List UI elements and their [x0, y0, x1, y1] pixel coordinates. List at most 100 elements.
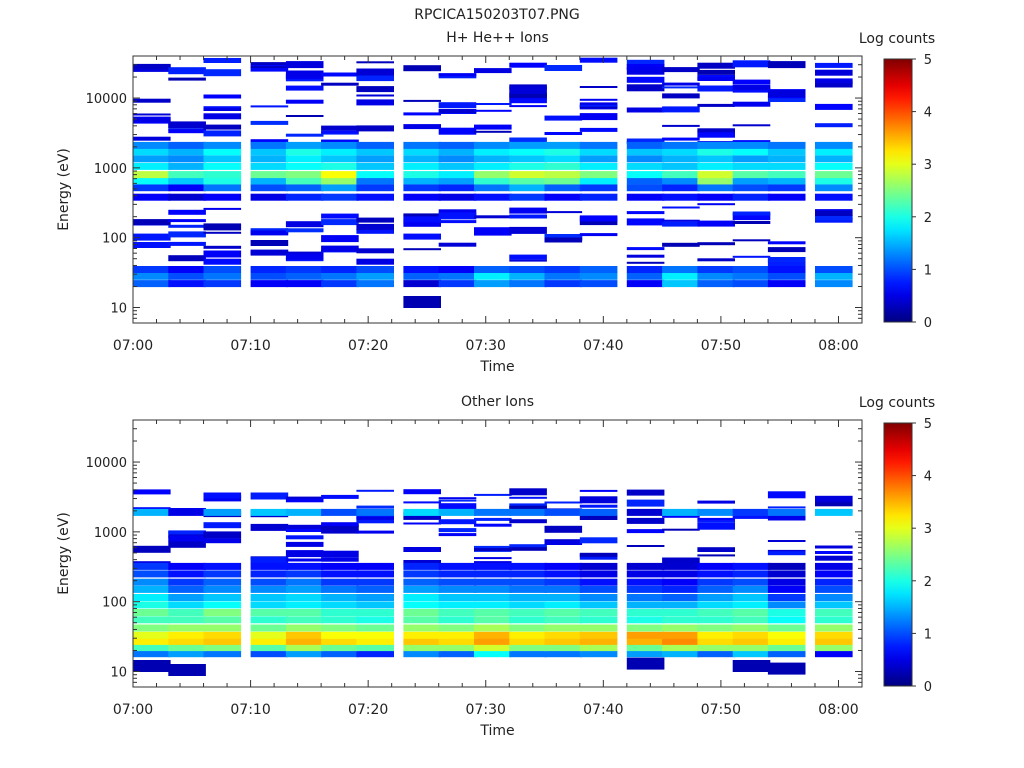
heat-cell	[767, 141, 806, 149]
sparse-cell	[356, 86, 394, 93]
sparse-cell	[815, 545, 853, 549]
heat-cell	[356, 585, 394, 593]
heat-cell	[321, 637, 359, 645]
heat-cell	[285, 148, 324, 156]
sparse-cell	[662, 137, 700, 141]
heat-cell	[509, 280, 547, 288]
sparse-cell	[321, 522, 359, 527]
x-tick-label: 07:10	[230, 338, 270, 354]
sparse-cell	[509, 259, 547, 262]
x-tick-label: 07:50	[701, 702, 741, 718]
sparse-cell	[285, 85, 324, 91]
heat-cell	[438, 266, 477, 273]
heat-cell	[474, 177, 512, 185]
heat-cell	[250, 266, 289, 273]
y-tick-label: 10	[110, 302, 127, 317]
sparse-cell	[697, 517, 735, 521]
heat-cell	[203, 594, 242, 601]
sparse-cell	[767, 551, 806, 556]
heat-cell	[815, 609, 853, 616]
heat-cell	[168, 266, 206, 273]
heat-cell	[626, 148, 665, 156]
sparse-cell	[815, 211, 853, 216]
sparse-cell	[203, 113, 242, 120]
sparse-cell	[626, 545, 665, 547]
heat-cell	[626, 266, 665, 273]
heat-cell	[815, 141, 853, 149]
heat-cell	[321, 272, 359, 280]
y-axis: 10 100 1000 10000	[86, 55, 862, 324]
heat-cell	[321, 266, 359, 273]
sparse-cell	[697, 547, 735, 550]
sparse-cell	[438, 127, 477, 135]
heat-cell	[203, 570, 242, 578]
heat-cell	[474, 616, 512, 624]
colorbar-tick-label: 1	[924, 627, 932, 642]
heat-cell	[321, 193, 359, 201]
heat-cell	[403, 280, 441, 288]
heat-cell	[356, 650, 394, 658]
sparse-cell	[250, 120, 289, 125]
sparse-cell	[544, 132, 583, 135]
heat-cell	[356, 141, 394, 149]
heat-cell	[356, 562, 394, 570]
heat-cell	[662, 637, 700, 645]
heat-cell	[403, 508, 441, 516]
heat-cell	[697, 624, 735, 632]
sparse-cell	[203, 538, 242, 544]
sparse-cell	[697, 258, 735, 262]
sparse-cell	[285, 61, 324, 69]
heat-cell	[203, 650, 242, 658]
sparse-cell	[509, 488, 547, 496]
heat-cell	[697, 585, 735, 593]
heat-cell	[438, 162, 477, 170]
heat-cell	[767, 171, 806, 179]
heat-cell	[815, 266, 853, 273]
heat-cell	[321, 609, 359, 616]
sparse-cell	[168, 540, 206, 548]
heat-cell	[250, 624, 289, 632]
heat-cell	[732, 280, 771, 288]
sparse-cell	[662, 219, 700, 222]
heat-cell	[285, 155, 324, 163]
heat-cell	[168, 578, 206, 586]
heat-cell	[732, 266, 771, 273]
heat-cell	[544, 272, 583, 280]
heat-cell	[356, 594, 394, 601]
heat-cell	[626, 637, 665, 645]
heat-cell	[133, 162, 171, 170]
heat-cell	[697, 171, 735, 179]
y-tick-label: 10000	[86, 456, 127, 471]
heat-cell	[321, 601, 359, 609]
heat-cell	[250, 650, 289, 658]
sparse-cell	[815, 82, 853, 88]
heat-cell	[474, 148, 512, 156]
heat-cell	[509, 609, 547, 616]
heat-cell	[579, 184, 618, 192]
sparse-cell	[544, 211, 583, 214]
sparse-cell	[544, 234, 583, 240]
heat-cell	[203, 562, 242, 570]
sparse-cell	[626, 254, 665, 258]
heat-cell	[767, 562, 806, 570]
heat-cell	[250, 562, 289, 570]
heat-cell	[662, 594, 700, 601]
sparse-cell	[697, 549, 735, 552]
heat-cell	[133, 650, 171, 658]
heat-cell	[168, 624, 206, 632]
x-tick-label: 07:30	[466, 338, 506, 354]
sparse-cell	[815, 551, 853, 554]
heat-cell	[662, 508, 700, 516]
heat-cell	[544, 266, 583, 273]
heat-cell	[133, 562, 171, 570]
sparse-cell	[438, 499, 477, 502]
sparse-cell	[815, 103, 853, 110]
heat-cell	[732, 171, 771, 179]
heat-cell	[626, 177, 665, 185]
sparse-cell	[662, 82, 700, 86]
heat-cell	[732, 601, 771, 609]
heat-cell	[356, 624, 394, 632]
sparse-cell	[474, 548, 512, 552]
heat-cell	[321, 148, 359, 156]
heat-cell	[474, 601, 512, 609]
